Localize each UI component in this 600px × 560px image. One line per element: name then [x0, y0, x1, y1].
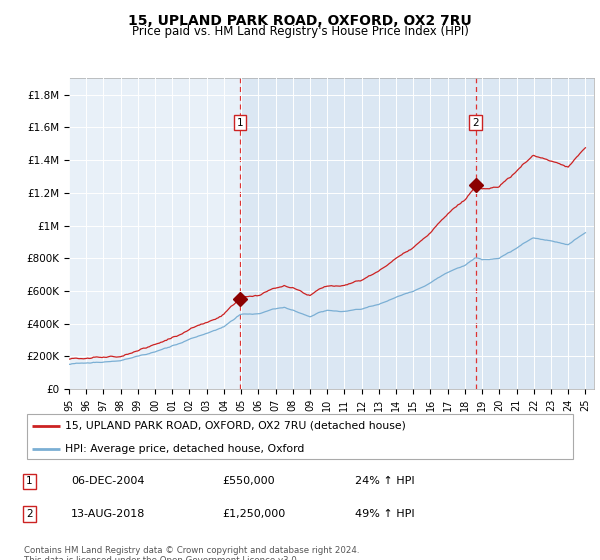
- Text: Contains HM Land Registry data © Crown copyright and database right 2024.
This d: Contains HM Land Registry data © Crown c…: [24, 546, 359, 560]
- Text: 24% ↑ HPI: 24% ↑ HPI: [355, 477, 415, 487]
- Text: 49% ↑ HPI: 49% ↑ HPI: [355, 509, 415, 519]
- Text: HPI: Average price, detached house, Oxford: HPI: Average price, detached house, Oxfo…: [65, 445, 305, 454]
- Text: 1: 1: [236, 118, 243, 128]
- Text: 13-AUG-2018: 13-AUG-2018: [71, 509, 145, 519]
- Text: £1,250,000: £1,250,000: [223, 509, 286, 519]
- Text: 1: 1: [26, 477, 33, 487]
- Text: 06-DEC-2004: 06-DEC-2004: [71, 477, 145, 487]
- Bar: [240, 78, 594, 389]
- Text: £550,000: £550,000: [223, 477, 275, 487]
- Text: 2: 2: [472, 118, 479, 128]
- FancyBboxPatch shape: [27, 414, 573, 459]
- Text: 15, UPLAND PARK ROAD, OXFORD, OX2 7RU: 15, UPLAND PARK ROAD, OXFORD, OX2 7RU: [128, 14, 472, 28]
- Text: 15, UPLAND PARK ROAD, OXFORD, OX2 7RU (detached house): 15, UPLAND PARK ROAD, OXFORD, OX2 7RU (d…: [65, 421, 406, 431]
- Text: Price paid vs. HM Land Registry's House Price Index (HPI): Price paid vs. HM Land Registry's House …: [131, 25, 469, 38]
- Text: 2: 2: [26, 509, 33, 519]
